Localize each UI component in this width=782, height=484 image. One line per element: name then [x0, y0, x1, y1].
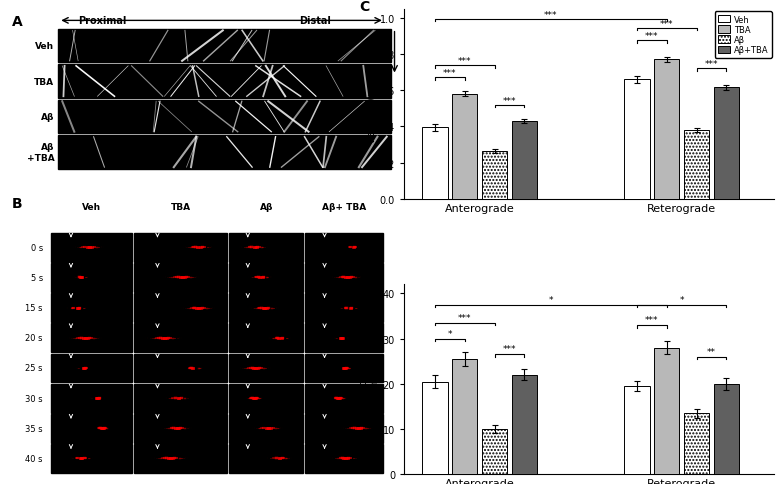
- Bar: [51, 324, 132, 352]
- Text: ***: ***: [645, 32, 658, 41]
- Bar: [59, 65, 391, 99]
- Bar: [305, 293, 383, 322]
- Bar: [511, 375, 537, 474]
- Text: C: C: [360, 0, 370, 14]
- Bar: [305, 444, 383, 473]
- Y-axis label: Velocity (μm/s): Velocity (μm/s): [367, 65, 377, 143]
- Bar: [305, 414, 383, 443]
- Bar: [305, 324, 383, 352]
- Bar: [51, 354, 132, 382]
- Bar: [684, 413, 709, 474]
- Text: ***: ***: [458, 57, 472, 66]
- Bar: [624, 80, 650, 199]
- Text: ***: ***: [544, 11, 558, 20]
- Text: *: *: [448, 329, 452, 338]
- Bar: [482, 151, 508, 199]
- Bar: [135, 414, 228, 443]
- Bar: [51, 414, 132, 443]
- Text: TBA: TBA: [34, 77, 55, 86]
- Text: Distal: Distal: [300, 16, 331, 26]
- Text: **: **: [707, 347, 716, 356]
- Text: ***: ***: [645, 316, 658, 324]
- Text: 40 s: 40 s: [25, 454, 43, 463]
- Bar: [135, 263, 228, 292]
- Text: Veh: Veh: [35, 42, 55, 51]
- Bar: [305, 384, 383, 413]
- Bar: [135, 444, 228, 473]
- Bar: [229, 414, 303, 443]
- Bar: [51, 263, 132, 292]
- Text: A: A: [12, 15, 23, 29]
- Bar: [229, 233, 303, 262]
- Bar: [624, 386, 650, 474]
- Bar: [59, 136, 391, 169]
- Y-axis label: Motility
(% of total mitochondria): Motility (% of total mitochondria): [358, 314, 380, 445]
- Text: Aβ: Aβ: [41, 113, 55, 122]
- Bar: [51, 233, 132, 262]
- Text: *: *: [680, 295, 684, 304]
- Bar: [452, 94, 478, 199]
- Bar: [51, 444, 132, 473]
- Text: 0 s: 0 s: [30, 243, 43, 252]
- Bar: [229, 293, 303, 322]
- Bar: [229, 384, 303, 413]
- Bar: [59, 30, 391, 63]
- Text: 30 s: 30 s: [25, 394, 43, 403]
- Text: Proximal: Proximal: [77, 16, 126, 26]
- Bar: [482, 429, 508, 474]
- Bar: [135, 324, 228, 352]
- Text: 25 s: 25 s: [25, 363, 43, 373]
- Bar: [511, 121, 537, 199]
- Text: ***: ***: [660, 20, 673, 29]
- Legend: Veh, TBA, Aβ, Aβ+TBA: Veh, TBA, Aβ, Aβ+TBA: [715, 12, 772, 59]
- Bar: [452, 359, 478, 474]
- Text: ***: ***: [503, 345, 516, 354]
- Text: ***: ***: [443, 69, 457, 78]
- Bar: [422, 382, 448, 474]
- Bar: [714, 384, 739, 474]
- Bar: [714, 88, 739, 199]
- Bar: [51, 293, 132, 322]
- Bar: [135, 293, 228, 322]
- Bar: [305, 263, 383, 292]
- Bar: [305, 354, 383, 382]
- Bar: [229, 354, 303, 382]
- Text: *: *: [549, 295, 553, 304]
- Bar: [305, 233, 383, 262]
- Bar: [135, 354, 228, 382]
- Text: D: D: [360, 270, 371, 284]
- Text: 5 s: 5 s: [30, 273, 43, 282]
- Bar: [59, 100, 391, 134]
- Bar: [654, 348, 680, 474]
- Text: Aβ: Aβ: [260, 202, 273, 212]
- Bar: [51, 384, 132, 413]
- Text: Aβ+ TBA: Aβ+ TBA: [322, 202, 366, 212]
- Text: ***: ***: [503, 96, 516, 106]
- Bar: [684, 131, 709, 199]
- Text: B: B: [12, 197, 23, 211]
- Text: TBA: TBA: [170, 202, 191, 212]
- Bar: [135, 233, 228, 262]
- Bar: [654, 60, 680, 199]
- Text: ***: ***: [458, 313, 472, 322]
- Text: ***: ***: [705, 60, 718, 69]
- Text: 20 s: 20 s: [25, 333, 43, 343]
- Bar: [422, 128, 448, 199]
- Bar: [135, 384, 228, 413]
- Text: Aβ
+TBA: Aβ +TBA: [27, 143, 55, 162]
- Bar: [229, 324, 303, 352]
- Bar: [229, 444, 303, 473]
- Text: 35 s: 35 s: [25, 424, 43, 433]
- Text: 15 s: 15 s: [25, 303, 43, 312]
- Text: Veh: Veh: [82, 202, 101, 212]
- Bar: [229, 263, 303, 292]
